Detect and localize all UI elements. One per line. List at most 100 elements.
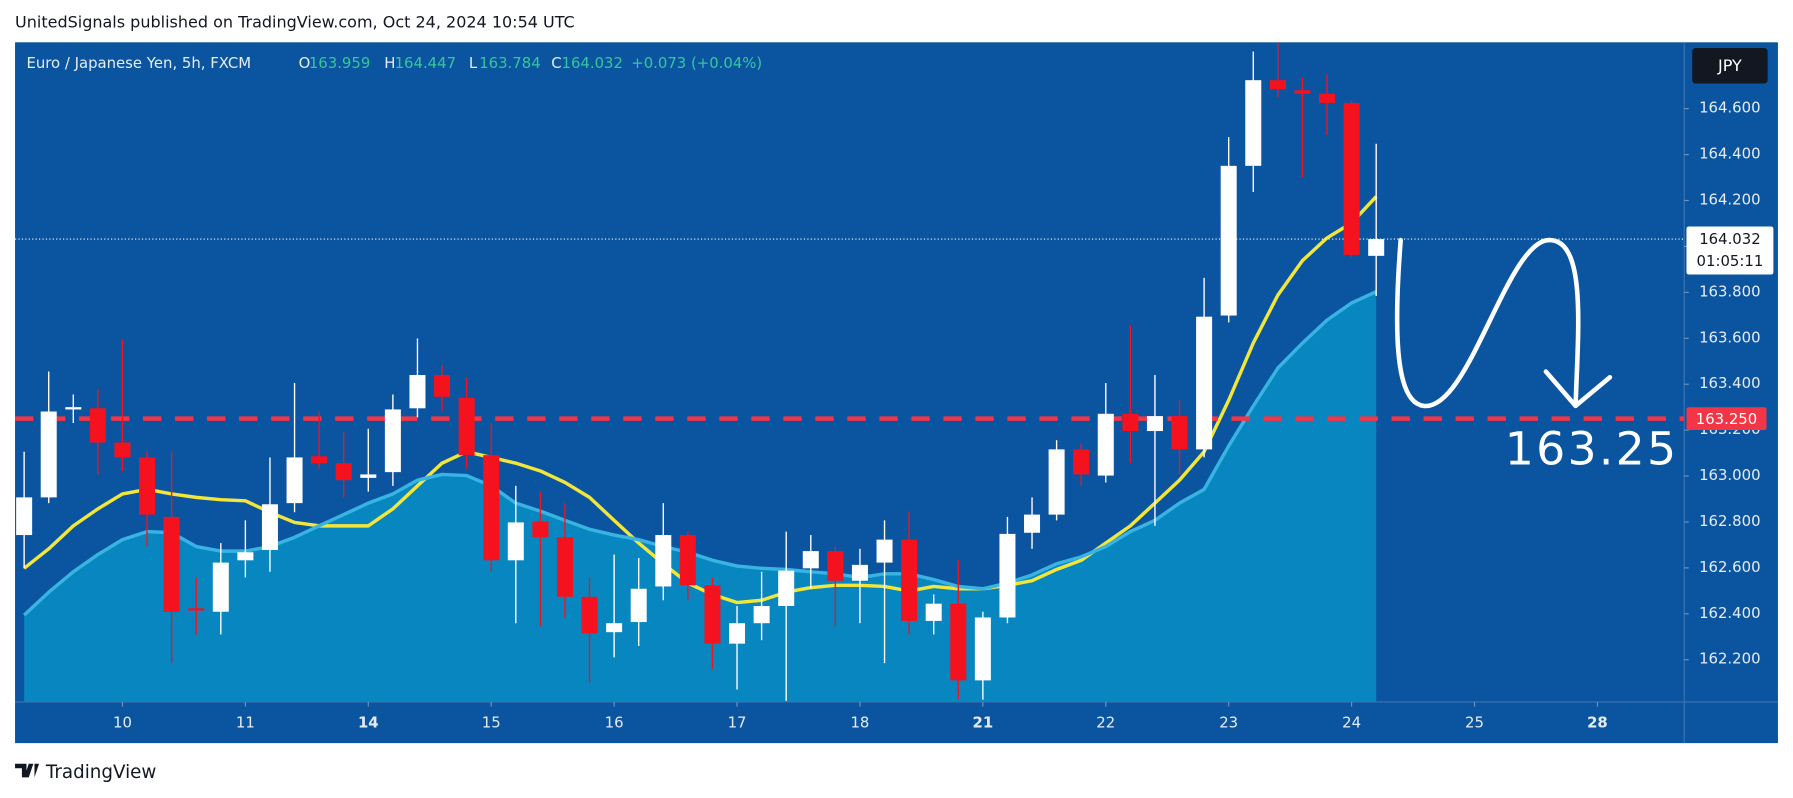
candle-body [901,539,918,621]
candle-body [483,455,500,561]
candle-body [1146,416,1163,432]
candle-body [1196,316,1213,450]
candle-body [851,564,868,581]
y-tick-label: 162.800 [1699,512,1760,530]
ma-area [24,291,1377,702]
candle-body [16,497,33,536]
candle-body [360,474,377,478]
y-tick-label: 164.600 [1699,99,1760,117]
candle-body [409,375,426,409]
x-tick-label: 14 [358,714,379,732]
candle-body [999,533,1016,618]
footer-brand: TradingView [45,762,157,783]
candle-body [237,552,254,561]
candle-body [704,585,721,644]
legend-key: O [299,54,311,72]
y-tick-label: 164.400 [1699,145,1760,163]
x-tick-label: 11 [236,714,255,732]
candle-body [261,504,278,550]
currency[interactable]: JPY [1717,56,1742,75]
drawn-arrow [1394,237,1581,409]
candle-body [532,521,549,538]
y-tick-label: 163.400 [1699,374,1760,392]
candle-body [335,463,352,481]
candle-body [802,551,819,569]
candle-body [876,539,893,563]
candle-body [40,411,57,498]
level-label-box [1686,407,1767,431]
candle-body [139,457,156,515]
x-tick-label: 17 [728,714,747,732]
y-tick-label: 162.200 [1699,650,1760,668]
candle-body [65,407,82,410]
last-price-box [1686,226,1774,275]
candle-body [1294,90,1311,94]
ma-line [23,195,1378,605]
legend-value: 163.959 [309,54,370,72]
candle-body [729,623,746,644]
candle-body [679,535,696,586]
candle-body [507,522,524,561]
y-tick-label: 163.600 [1699,328,1760,346]
x-tick-label: 24 [1342,714,1361,732]
annotation: 163.25 [1505,422,1679,475]
candle-body [1073,449,1090,475]
legend-key: L [469,54,478,72]
last-price-label: 164.032 [1699,230,1760,248]
candle-body [925,603,942,621]
arrow-head [1543,369,1613,409]
legend-key: H [384,54,395,72]
legend-change: +0.073 (+0.04%) [631,54,762,72]
countdown-label: 01:05:11 [1697,252,1764,270]
candle-body [778,570,795,606]
legend-symbol: Euro / Japanese Yen, 5h, FXCM [26,54,251,72]
level-label: 163.250 [1696,410,1757,428]
candle-body [1097,413,1114,476]
candle-body [1343,102,1360,255]
candle-body [1122,413,1139,432]
x-tick-label: 15 [482,714,501,732]
candle-body [212,562,229,612]
y-tick-label: 163.800 [1699,282,1760,300]
candle-body [434,375,451,397]
x-tick-label: 16 [605,714,624,732]
legend-key: C [551,54,561,72]
y-tick-label: 164.200 [1699,191,1760,209]
candle-body [1024,514,1041,533]
candle-body [827,551,844,581]
ma-line [22,290,1377,617]
candle-body [286,457,303,504]
x-tick-label: 25 [1465,714,1484,732]
candle-body [384,409,401,473]
x-tick-label: 10 [113,714,132,732]
candle-body [1048,449,1065,515]
publish-header: UnitedSignals published on TradingView.c… [15,12,575,31]
tv-logo [15,763,40,778]
candle-body [1171,416,1188,450]
candle-body [630,588,647,623]
x-tick-label: 23 [1219,714,1238,732]
x-tick-label: 28 [1587,714,1608,732]
candle-body [89,408,106,443]
candle-body [188,608,205,611]
currency-box[interactable] [1692,48,1768,84]
candle-body [114,442,131,458]
candle-body [581,596,598,634]
candle-body [1368,239,1385,256]
x-tick-label: 18 [850,714,869,732]
candle-body [163,516,180,612]
candle-body [311,456,328,464]
candle-body [1319,93,1336,103]
candle-body [974,617,991,681]
plot-area [15,42,1685,702]
candle-body [606,623,623,633]
legend-value: 164.032 [562,54,623,72]
y-tick-label: 162.400 [1699,604,1760,622]
x-tick-label: 22 [1096,714,1115,732]
candle-body [950,603,967,681]
y-tick-label: 162.600 [1699,558,1760,576]
candle-body [753,605,770,624]
x-tick-label: 21 [973,714,994,732]
